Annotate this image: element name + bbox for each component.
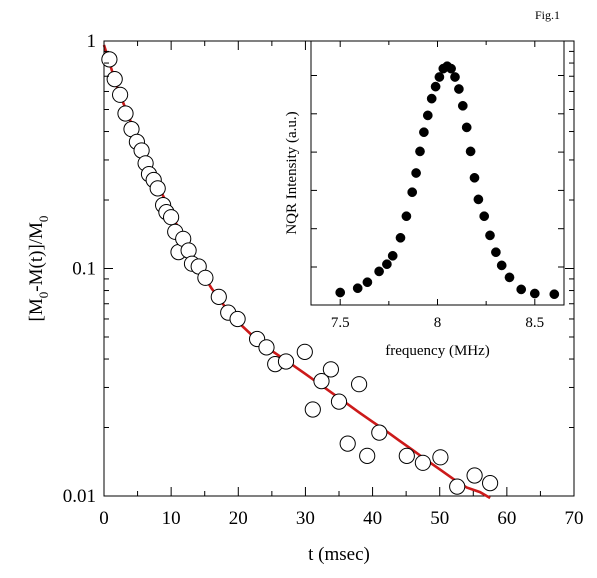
data-point [229,310,246,328]
inset-data-point [422,110,433,121]
inset-data-point [411,168,421,178]
inset-data-point [461,122,472,133]
x-axis-title: t (msec) [308,544,370,565]
inset-data-point [382,259,392,270]
data-points-group [101,51,499,495]
inset-data-point [504,272,515,283]
inset-x-tick-label: 8.5 [525,315,544,331]
data-point [330,393,348,410]
inset-data-point [407,187,418,198]
inset-data-point [419,127,429,138]
inset-data-point [516,284,527,295]
inset-y-axis-title: NQR Intensity (a.u.) [284,111,300,234]
main-ticks: 0 10 20 30 40 50 60 70 0.01 0.1 1 [63,31,584,529]
data-point [106,71,123,88]
inset-data-point [450,72,460,82]
data-point [432,449,449,466]
y-axis-title-part: -M(t)]/M [26,222,47,292]
data-point [359,447,376,464]
figure-label: Fig.1 [535,8,560,22]
main-plot: 0 10 20 30 40 50 60 700.010.11 t (msec) [M0-M(t… [26,31,584,565]
inset-data-point [469,172,480,183]
x-tick-label: 70 [565,508,584,529]
inset-data-point [335,287,346,298]
inset-data-point [496,260,507,271]
inset-data-point [485,230,495,241]
x-tick-label: 50 [430,508,449,529]
data-point [117,105,134,122]
x-tick-label: 60 [497,508,516,529]
y-axis-title-subscript: 0 [36,216,51,223]
inset-data-point [454,84,464,94]
inset-data-point [549,289,560,300]
inset-data-point [457,100,468,111]
y-tick-label: 0.1 [72,259,96,280]
inset-data-point [415,146,425,157]
y-axis-title: [M0-M(t)]/M0 [26,216,51,322]
data-point [449,478,466,495]
inset-plot: 7.5 8 8.5 frequency (MHz) NQR Intensity (a… [284,40,565,359]
inset-data-point [426,93,437,104]
inset-ticks: 7.5 8 8.5 [311,41,564,331]
data-point [414,454,431,471]
data-point [371,424,388,441]
inset-data-point [395,232,406,243]
data-point [101,51,118,68]
data-point [258,339,275,356]
x-tick-label: 40 [363,508,382,529]
inset-x-tick-label: 7.5 [331,315,350,331]
data-point [163,209,180,226]
y-axis-title-part: [M [26,298,47,321]
data-point [210,288,227,305]
x-tick-label: 20 [229,508,248,529]
data-point [339,435,356,452]
x-tick-label: 30 [296,508,315,529]
y-axis-title-subscript: 0 [36,292,51,299]
inset-x-tick-label: 8 [434,315,442,331]
inset-data-point [434,72,445,82]
data-point [149,180,166,197]
data-point [304,401,321,418]
data-point [112,86,129,103]
inset-points-group [335,61,560,300]
y-tick-label: 1 [87,31,97,52]
inset-data-point [529,288,540,299]
inset-data-point [352,283,363,294]
inset-data-point [401,211,412,222]
data-point [482,475,499,492]
inset-data-point [473,194,484,205]
data-point [322,361,339,378]
data-point [296,343,313,360]
inset-x-axis-title: frequency (MHz) [385,343,490,359]
data-point [277,353,295,370]
data-point [398,447,415,464]
inset-data-point [491,247,501,258]
x-tick-label: 10 [162,508,181,529]
inset-data-point [362,277,373,288]
inset-data-point [430,81,441,92]
x-tick-label: 0 [99,508,109,529]
inset-data-point [446,63,456,74]
y-tick-label: 0.01 [63,486,96,507]
inset-data-point [387,250,398,261]
inset-data-point [374,266,384,277]
inset-data-point [479,211,490,222]
data-point [313,373,330,390]
data-point [180,242,197,259]
inset-data-point [465,146,476,157]
data-point [466,467,483,484]
data-point [351,376,368,393]
data-point [197,269,214,286]
